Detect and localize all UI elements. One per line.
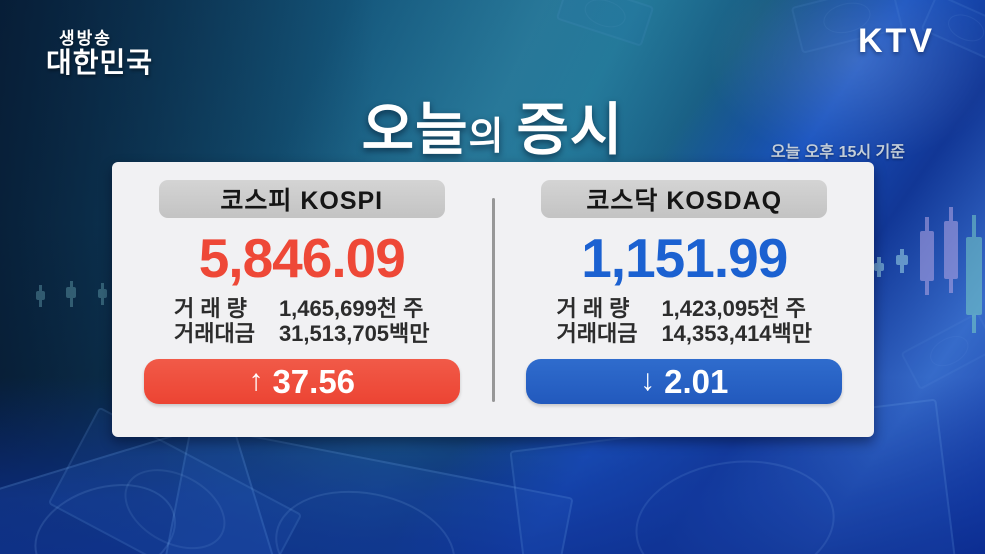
- panel-divider: [491, 197, 495, 402]
- page-title: 오늘의 증시: [0, 84, 985, 166]
- down-arrow-icon: ↓: [640, 363, 656, 397]
- candlestick-chart-motif: [36, 281, 107, 307]
- market-board-card: 코스피 KOSPI 5,846.09 거 래 량 1,465,699천 주 거래…: [112, 162, 874, 437]
- kosdaq-volume-value: 1,423,095천 주: [661, 296, 806, 321]
- kospi-volume-value: 1,465,699천 주: [278, 296, 424, 321]
- kospi-stats: 거 래 량 1,465,699천 주 거래대금 31,513,705백만: [174, 297, 430, 346]
- kosdaq-change-value: 2.01: [664, 362, 729, 400]
- kosdaq-header-label: 코스닥 KOSDAQ: [541, 180, 828, 218]
- program-logo-line1: 생방송: [59, 29, 112, 48]
- kospi-amount-label: 거래대금: [173, 321, 255, 346]
- kospi-change-value: 37.56: [272, 362, 356, 400]
- kospi-header-label: 코스피 KOSPI: [158, 180, 445, 218]
- kospi-amount-value: 31,513,705백만: [278, 321, 430, 346]
- kosdaq-volume-label: 거 래 량: [556, 296, 630, 321]
- title-word1: 오늘: [361, 98, 469, 162]
- candlestick-chart-motif: [874, 207, 982, 333]
- kosdaq-panel: 코스닥 KOSDAQ 1,151.99 거 래 량 1,423,095천 주 거…: [495, 162, 875, 437]
- title-particle: 의: [468, 116, 505, 158]
- title-word2: 증시: [516, 98, 624, 162]
- kosdaq-index-value: 1,151.99: [581, 227, 788, 289]
- kosdaq-amount-label: 거래대금: [556, 321, 638, 346]
- kospi-panel: 코스피 KOSPI 5,846.09 거 래 량 1,465,699천 주 거래…: [112, 162, 492, 437]
- kospi-volume-label: 거 래 량: [173, 296, 247, 321]
- timestamp-note: 오늘 오후 15시 기준: [770, 144, 905, 161]
- program-logo: 생방송 대한민국: [46, 29, 154, 78]
- kosdaq-change-badge: ↓ 2.01: [526, 359, 843, 404]
- up-arrow-icon: ↑: [248, 363, 264, 397]
- kosdaq-stats: 거 래 량 1,423,095천 주 거래대금 14,353,414백만: [556, 297, 812, 346]
- kospi-change-badge: ↑ 37.56: [143, 359, 460, 404]
- kospi-index-value: 5,846.09: [198, 227, 406, 289]
- program-logo-line2: 대한민국: [46, 46, 154, 78]
- network-logo: KTV: [858, 22, 935, 60]
- kosdaq-amount-value: 14,353,414백만: [661, 321, 813, 346]
